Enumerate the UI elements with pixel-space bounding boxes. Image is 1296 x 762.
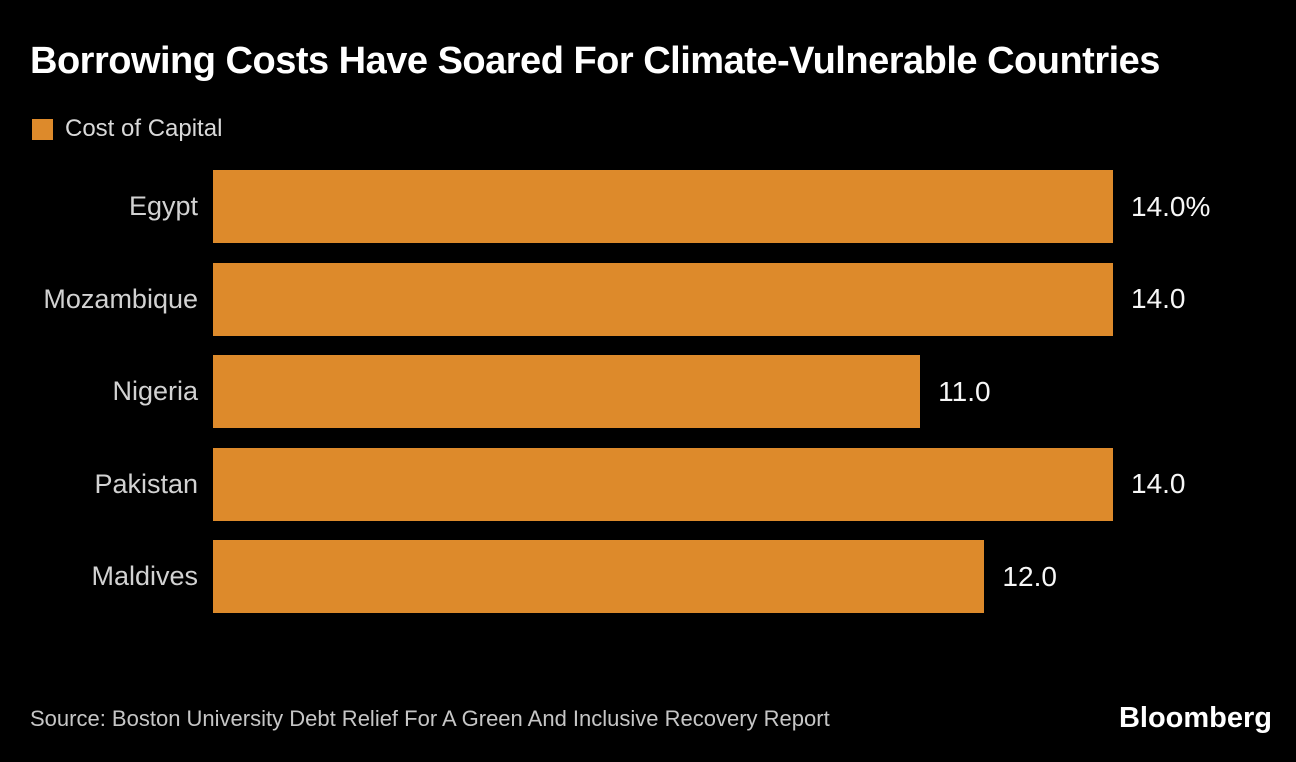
bar (213, 355, 921, 428)
value-label: 14.0% (1131, 190, 1211, 222)
bar (213, 447, 1113, 521)
value-label: 14.0 (1131, 283, 1186, 314)
category-label: Egypt (128, 191, 198, 221)
value-label: 11.0 (938, 375, 991, 407)
category-label: Mozambique (43, 283, 198, 314)
bloomberg-logo: Bloomberg (1118, 702, 1272, 734)
legend-swatch-icon (32, 118, 53, 140)
source-note: Source: Boston University Debt Relief Fo… (30, 706, 830, 731)
bar (213, 170, 1113, 243)
bar-row: Egypt 14.0% (0, 170, 1296, 243)
chart-title: Borrowing Costs Have Soared For Climate-… (30, 40, 1160, 82)
bar-chart: Egypt 14.0% Mozambique 14.0 Nigeria 11.0 Pakis… (0, 170, 1296, 613)
value-label: 12.0 (1002, 560, 1057, 592)
bar-row: Pakistan 14.0 (0, 447, 1296, 521)
bar (213, 262, 1113, 336)
category-label: Maldives (91, 561, 198, 591)
bar (213, 540, 985, 613)
category-label: Pakistan (94, 468, 198, 499)
legend-label: Cost of Capital (65, 115, 223, 142)
bar-row: Nigeria 11.0 (0, 355, 1296, 428)
legend: Cost of Capital (32, 115, 222, 143)
value-label: 14.0 (1131, 468, 1186, 499)
bar-row: Mozambique 14.0 (0, 262, 1296, 336)
category-label: Nigeria (112, 376, 198, 406)
bar-row: Maldives 12.0 (0, 540, 1296, 613)
